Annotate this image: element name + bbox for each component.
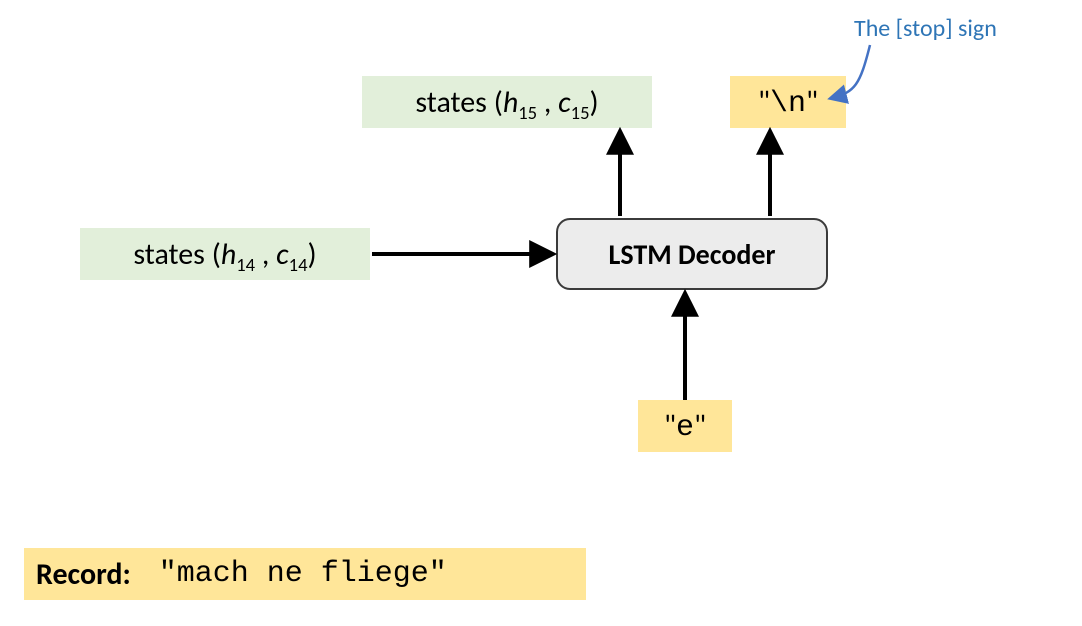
output-token-text: "\n" (758, 83, 818, 121)
decoder-label: LSTM Decoder (609, 237, 776, 272)
input-token-box: "e" (638, 400, 732, 452)
stop-sign-annotation: The [stop] sign (854, 14, 997, 43)
record-box: Record: "mach ne fliege" (24, 548, 586, 600)
states-output-label: states (h15 , c15) (415, 84, 598, 121)
input-token-text: "e" (664, 407, 706, 445)
record-value: "mach ne fliege" (159, 557, 447, 591)
states-output-box: states (h15 , c15) (362, 76, 652, 128)
states-input-label: states (h14 , c14) (133, 236, 316, 273)
states-input-box: states (h14 , c14) (80, 228, 370, 280)
record-label: Record: (36, 556, 131, 593)
lstm-decoder-box: LSTM Decoder (556, 218, 828, 290)
output-token-box: "\n" (730, 76, 846, 128)
